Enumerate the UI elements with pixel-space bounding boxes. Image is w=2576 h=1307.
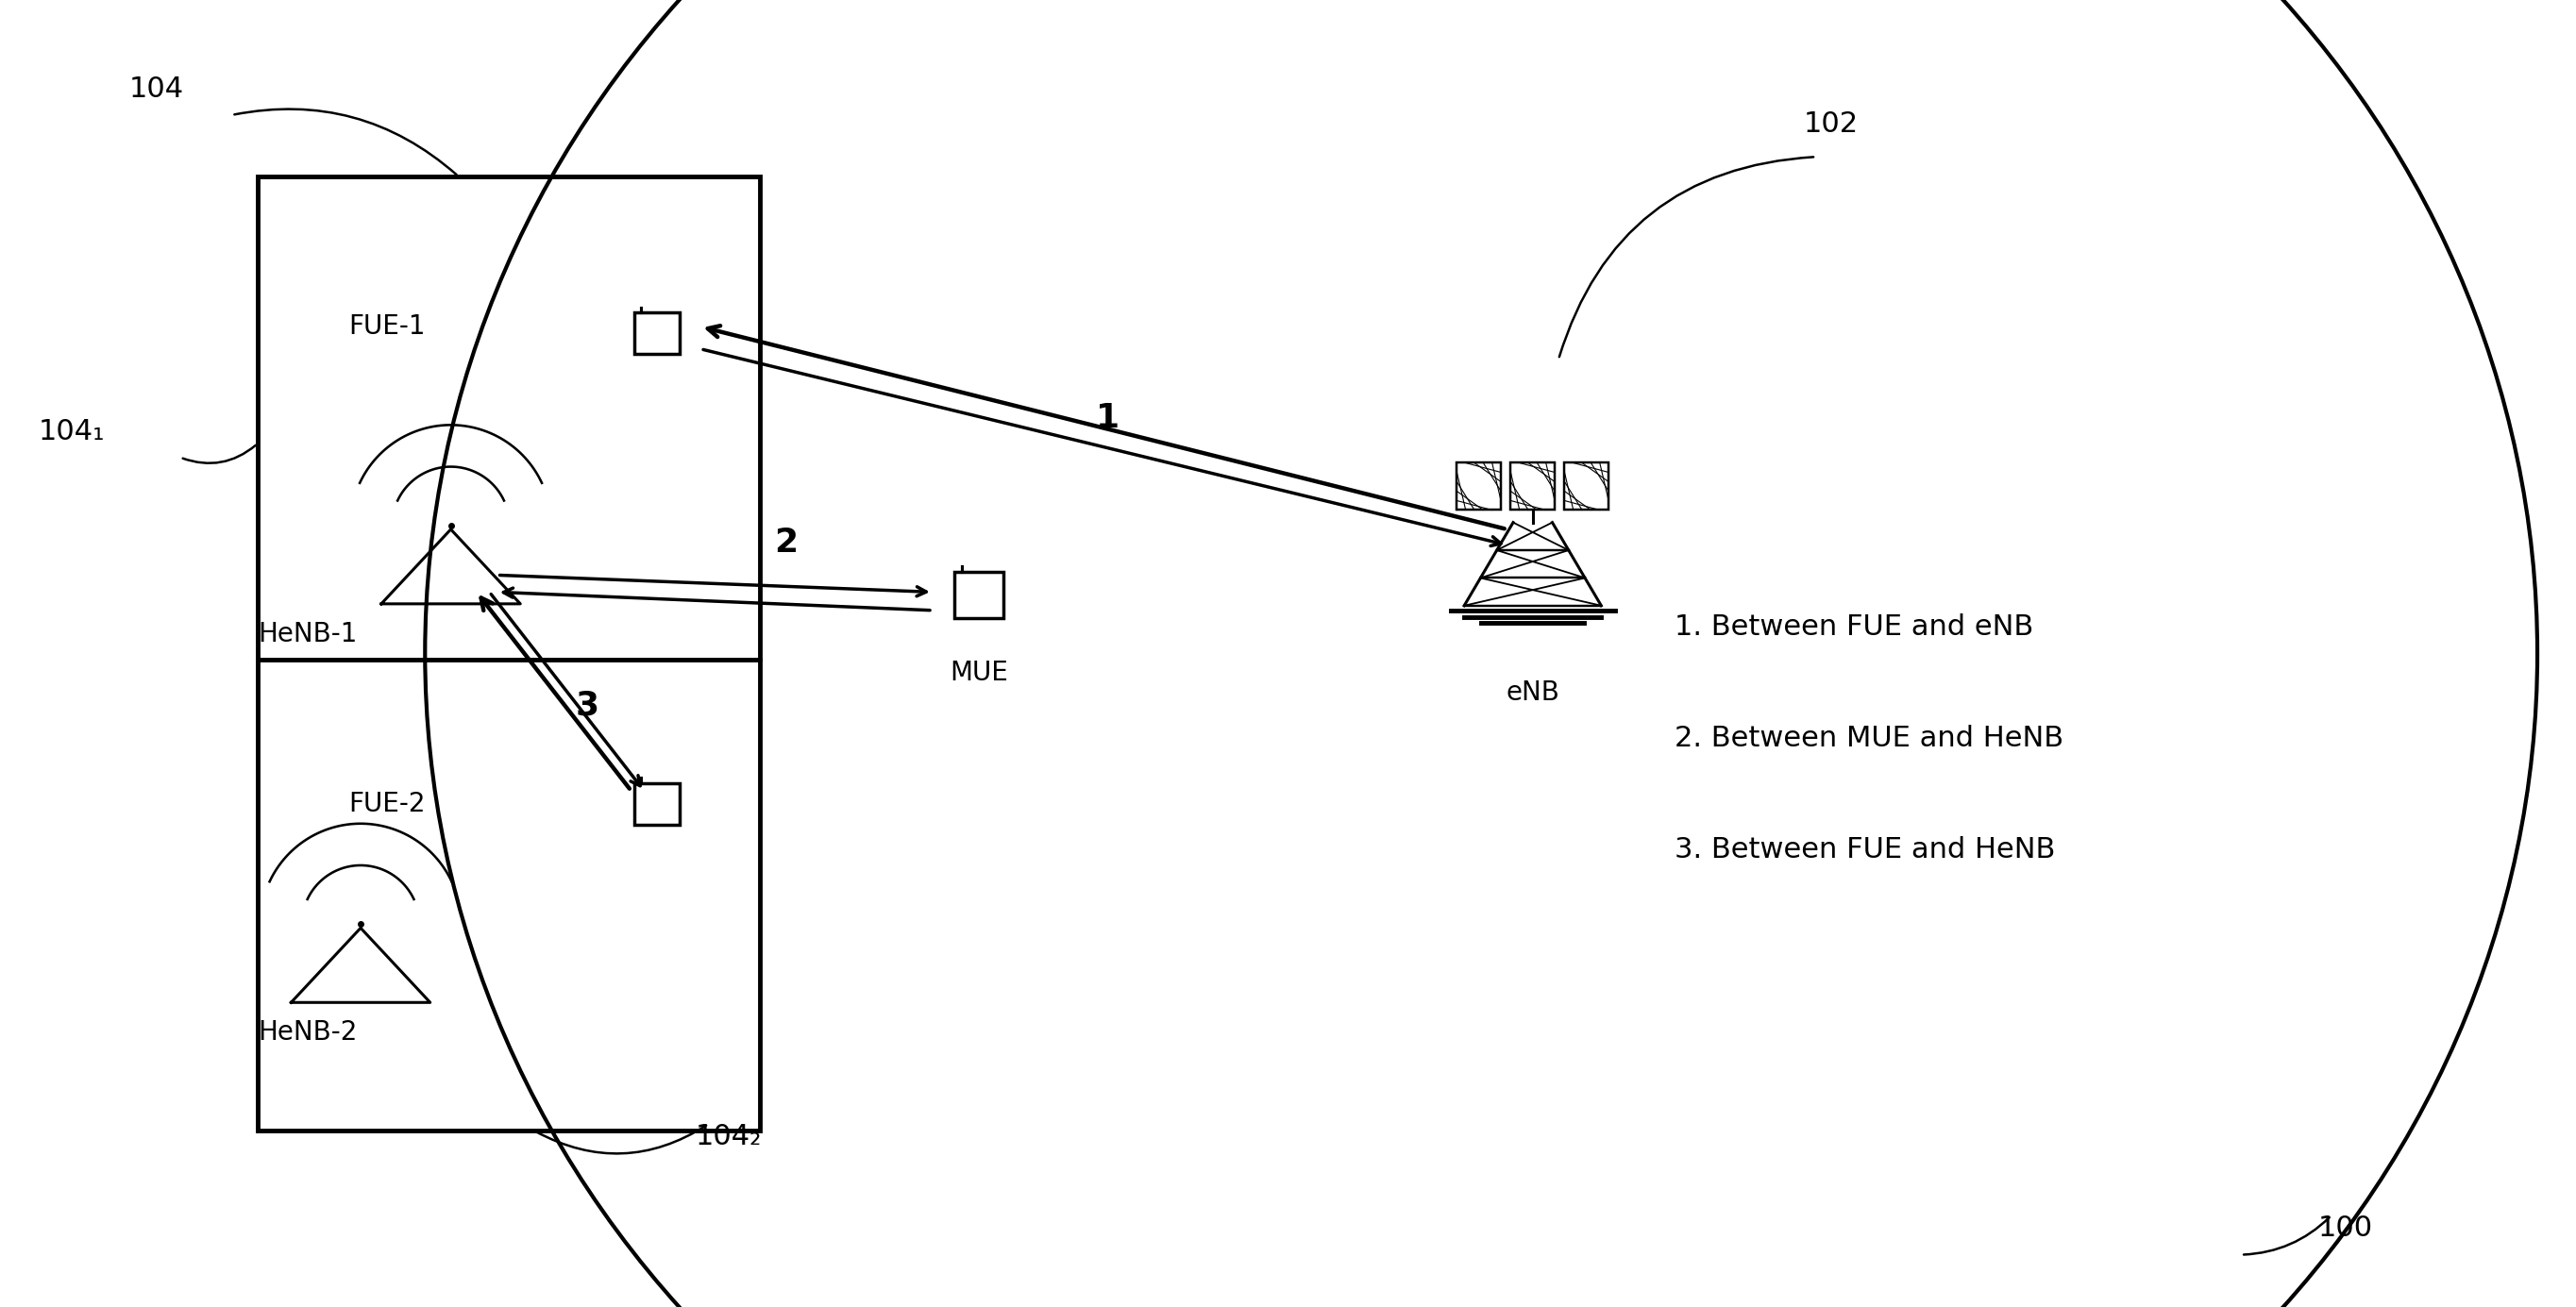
Text: 3. Between FUE and HeNB: 3. Between FUE and HeNB [1674,836,2056,863]
Bar [258,176,760,1131]
Text: eNB: eNB [1507,680,1558,706]
Text: FUE-1: FUE-1 [348,314,425,340]
Text: 3: 3 [574,690,600,721]
Text: 2. Between MUE and HeNB: 2. Between MUE and HeNB [1674,725,2063,752]
Bar [953,571,1005,618]
Bar [1564,463,1607,510]
Text: 2: 2 [773,527,799,558]
Text: 1: 1 [1095,403,1121,434]
Text: 104₁: 104₁ [39,418,106,444]
Text: MUE: MUE [951,660,1007,686]
Bar [1510,463,1556,510]
Text: FUE-2: FUE-2 [348,791,425,817]
Text: HeNB-2: HeNB-2 [258,1019,358,1046]
Bar [1458,463,1502,510]
Text: 1. Between FUE and eNB: 1. Between FUE and eNB [1674,614,2032,640]
Text: 104₂: 104₂ [696,1124,762,1150]
Bar [634,312,680,354]
Text: 104: 104 [129,76,183,102]
Text: 102: 102 [1803,111,1857,137]
Text: HeNB-1: HeNB-1 [258,621,358,647]
Bar [634,783,680,825]
Text: 100: 100 [2318,1216,2372,1242]
